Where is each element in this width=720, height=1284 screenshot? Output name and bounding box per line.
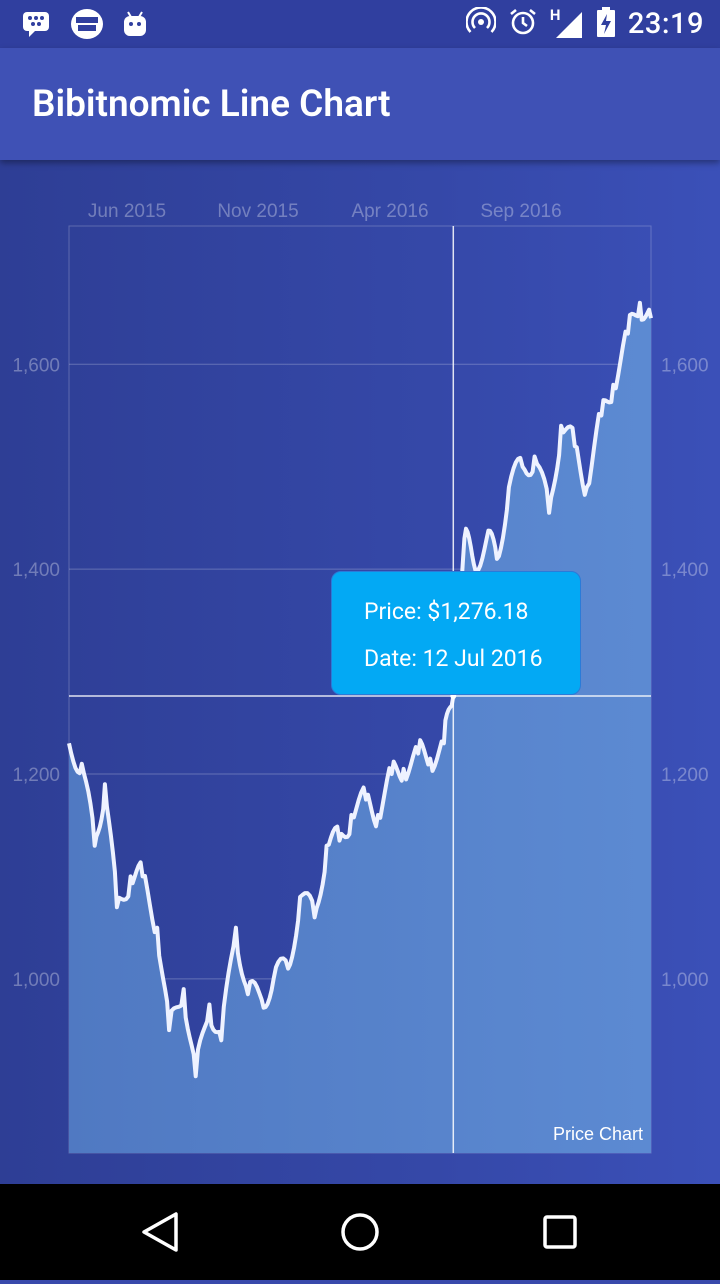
- x-tick-label: Apr 2016: [351, 201, 428, 222]
- price-area-fill: [69, 302, 651, 1153]
- legend-label: Price Chart: [553, 1124, 643, 1144]
- price-line-chart[interactable]: 1,000 1,000 1,200 1,200 1,400 1,400 1,600 1,600…: [0, 160, 720, 1184]
- y-tick-label-left: 1,400: [12, 560, 60, 581]
- price-series-line: [67, 300, 653, 1079]
- y-tick-label-right: 1,200: [661, 765, 709, 786]
- price-tooltip: Price: $1,276.18 Date: 12 Jul 2016: [331, 571, 581, 695]
- app-bar: Bibitnomic Line Chart: [0, 48, 720, 160]
- hotspot-icon: [465, 6, 497, 41]
- home-icon: [341, 1213, 379, 1251]
- android-icon: [122, 10, 148, 42]
- system-icons: H 23:19: [465, 6, 704, 42]
- alarm-icon: [508, 7, 538, 41]
- y-tick-label-right: 1,000: [661, 970, 709, 991]
- navigation-bar: [0, 1184, 720, 1280]
- network-type-label: H: [549, 6, 561, 24]
- battery-charging-icon: [596, 6, 616, 42]
- clock: 23:19: [627, 7, 704, 41]
- recents-icon: [543, 1215, 577, 1249]
- y-tick-label-left: 1,600: [12, 355, 60, 376]
- y-tick-label-right: 1,400: [661, 560, 709, 581]
- x-tick-label: Nov 2015: [217, 201, 298, 222]
- signal-icon: H: [549, 6, 584, 40]
- back-button[interactable]: [100, 1184, 220, 1280]
- y-tick-label-left: 1,000: [12, 970, 60, 991]
- blackberry-messenger-icon: [22, 10, 52, 42]
- status-bar: H 23:19: [0, 0, 720, 48]
- notification-icons: [22, 8, 148, 44]
- tooltip-price: Price: $1,276.18: [364, 598, 529, 625]
- app-title: Bibitnomic Line Chart: [32, 83, 391, 126]
- y-tick-label-right: 1,600: [661, 355, 709, 376]
- home-button[interactable]: [300, 1184, 420, 1280]
- webtoon-icon: [70, 8, 104, 44]
- tooltip-date: Date: 12 Jul 2016: [364, 645, 543, 672]
- x-tick-label: Sep 2016: [480, 201, 561, 222]
- back-icon: [142, 1212, 178, 1252]
- x-tick-label: Jun 2015: [88, 201, 166, 222]
- y-tick-label-left: 1,200: [12, 765, 60, 786]
- recents-button[interactable]: [500, 1184, 620, 1280]
